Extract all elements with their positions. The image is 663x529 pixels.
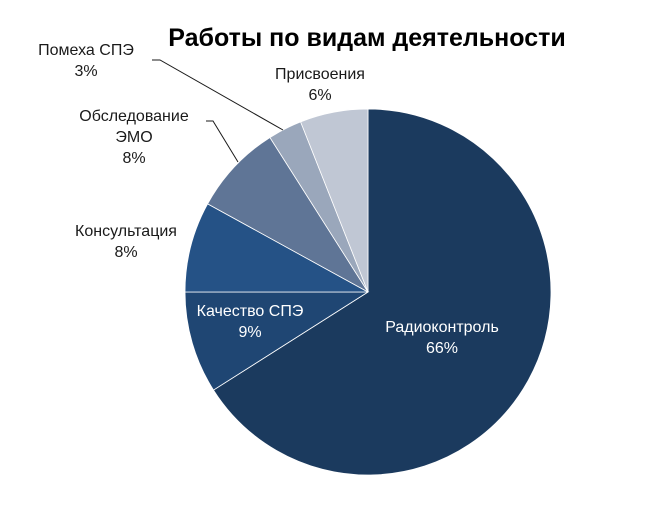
leader-lines <box>152 59 284 163</box>
pie-slices <box>184 108 552 476</box>
leader-line-4 <box>152 59 284 131</box>
pie-slice-3 <box>207 136 369 293</box>
data-label-name-3: ЭМО <box>115 129 152 146</box>
data-label-percent-5: 6% <box>308 87 331 104</box>
data-label-name-4: Помеха СПЭ <box>38 42 134 59</box>
data-label-percent-0: 66% <box>426 340 458 357</box>
data-label-percent-2: 8% <box>114 244 137 261</box>
data-label-name-2: Консультация <box>75 223 177 240</box>
slice-labels: Радиоконтроль 66% Качество СПЭ 9% Консультац… <box>38 42 499 357</box>
data-label-name-0: Радиоконтроль <box>385 319 499 336</box>
chart-title: Работы по видам деятельности <box>168 24 565 52</box>
data-label-name-3: Обследование <box>79 108 189 125</box>
pie-slice-5 <box>300 108 369 293</box>
leader-line-3 <box>206 120 239 163</box>
data-label-percent-4: 3% <box>74 63 97 80</box>
data-label-percent-3: 8% <box>122 150 145 167</box>
data-label-name-5: Присвоения <box>275 66 365 83</box>
pie-slice-2 <box>184 203 369 293</box>
data-label-percent-1: 9% <box>238 324 261 341</box>
data-label-name-1: Качество СПЭ <box>197 303 304 320</box>
pie-slice-0 <box>212 108 552 476</box>
pie-slice-1 <box>184 291 370 391</box>
